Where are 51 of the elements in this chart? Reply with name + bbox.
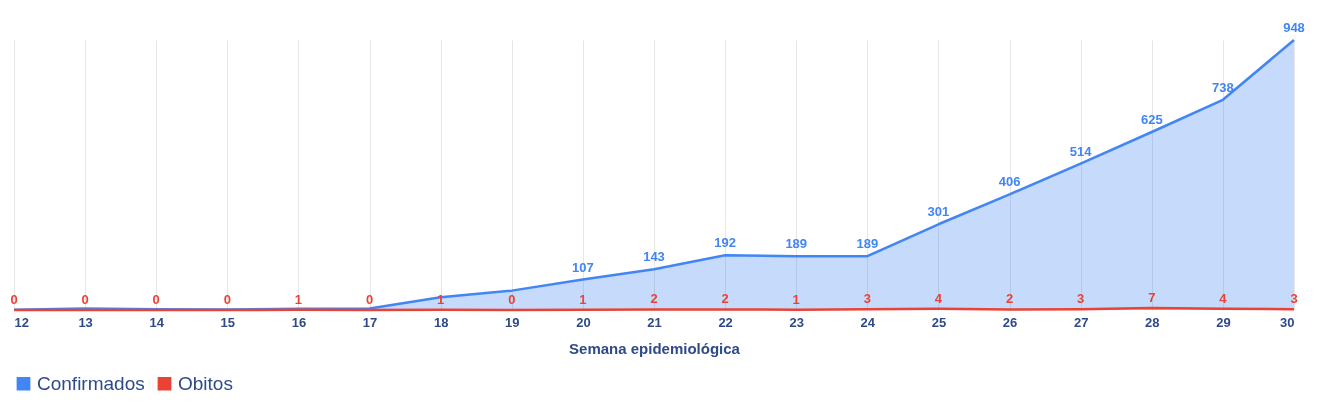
x-tick-label: 23 [789, 314, 804, 330]
data-label: 1 [294, 291, 303, 307]
data-label: 189 [785, 236, 808, 252]
data-label: 3 [863, 291, 871, 307]
data-label: 4 [934, 290, 943, 306]
data-label: 301 [927, 204, 950, 220]
data-label: 192 [714, 235, 736, 251]
x-tick-label: 29 [1216, 314, 1231, 330]
data-label: 406 [998, 174, 1021, 190]
data-label: 143 [643, 249, 665, 265]
x-tick-label: 16 [291, 314, 307, 330]
data-label: 2 [650, 291, 658, 307]
data-label: 4 [1219, 290, 1228, 306]
x-tick-label: 14 [149, 314, 165, 330]
x-tick-label: 18 [433, 314, 449, 330]
data-label: 0 [10, 292, 18, 307]
x-tick-label: 27 [1073, 314, 1089, 330]
x-tick-label: 15 [220, 314, 236, 330]
legend-label: Obitos [178, 372, 233, 394]
x-tick-label: 17 [362, 314, 378, 330]
x-tick-label: 24 [860, 314, 876, 330]
data-label: 2 [1005, 291, 1014, 307]
data-label: 0 [152, 292, 160, 307]
data-label: 948 [1283, 20, 1305, 35]
data-label: 189 [856, 236, 879, 252]
x-tick-label: 12 [14, 314, 29, 330]
x-tick-label: 22 [718, 314, 733, 330]
data-label: 514 [1069, 143, 1093, 159]
data-label: 3 [1290, 291, 1298, 307]
data-label: 0 [223, 292, 231, 307]
x-tick-label: 25 [931, 314, 947, 330]
data-label: 107 [572, 259, 594, 275]
x-tick-label: 30 [1280, 314, 1295, 330]
x-tick-label: 26 [1002, 314, 1018, 330]
data-label: 1 [792, 291, 800, 307]
data-label: 0 [365, 292, 374, 307]
data-label: 2 [721, 291, 729, 307]
data-label: 1 [579, 291, 587, 307]
x-tick-label: 19 [505, 314, 520, 330]
data-label: 625 [1140, 111, 1163, 127]
data-label: 0 [508, 292, 516, 307]
data-label: 0 [81, 292, 89, 307]
x-tick-label: 20 [576, 314, 591, 330]
data-label: 3 [1077, 291, 1085, 307]
data-label: 7 [1148, 290, 1156, 306]
data-label: 738 [1212, 79, 1234, 95]
x-tick-label: 13 [78, 314, 93, 330]
legend-label: Confirmados [37, 372, 145, 394]
x-tick-label: 21 [647, 314, 662, 330]
x-axis-title: Semana epidemiológica [569, 339, 741, 357]
x-tick-label: 28 [1145, 314, 1160, 330]
